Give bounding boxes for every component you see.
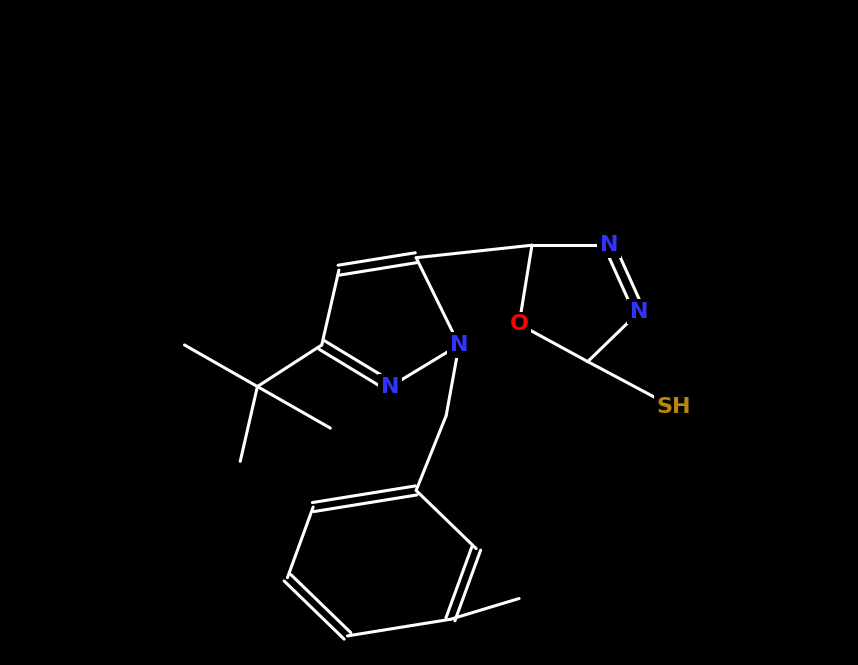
Text: SH: SH	[656, 397, 691, 418]
Text: O: O	[510, 314, 529, 334]
Text: N: N	[630, 302, 649, 322]
Text: N: N	[381, 376, 400, 396]
Text: N: N	[450, 335, 468, 355]
Text: N: N	[600, 235, 619, 255]
